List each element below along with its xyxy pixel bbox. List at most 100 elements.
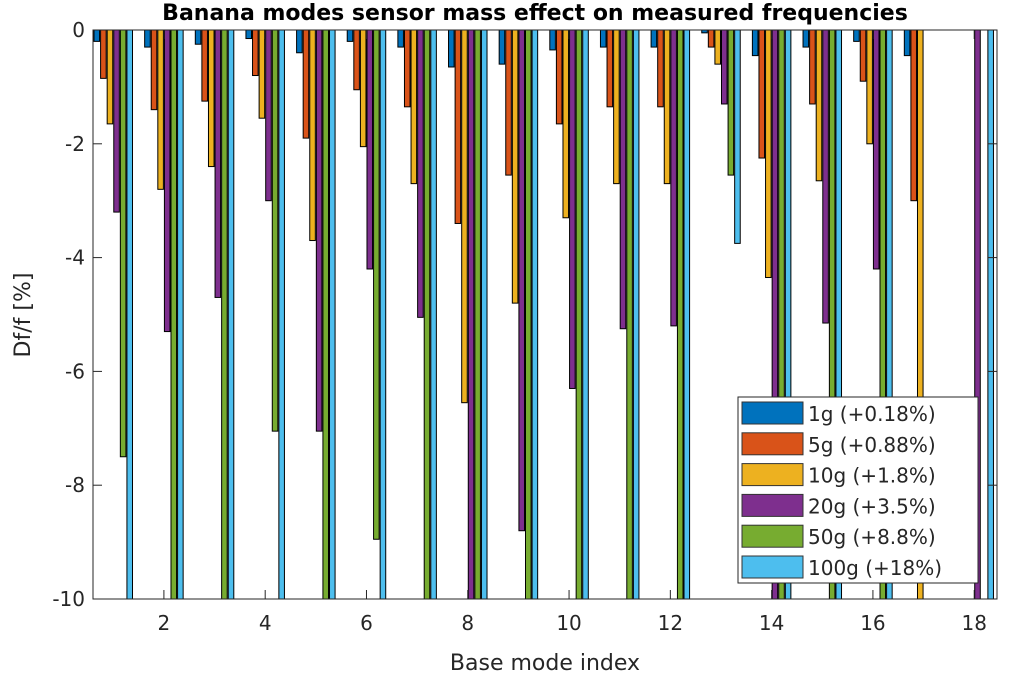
bar-5-series-2 bbox=[302, 30, 310, 139]
bar-3-series-5 bbox=[221, 30, 228, 599]
x-tick-label: 2 bbox=[158, 611, 171, 635]
bar-7-series-4 bbox=[417, 30, 424, 318]
bar-1-series-6 bbox=[126, 30, 134, 599]
legend-entry-label: 50g (+8.8%) bbox=[808, 525, 936, 549]
bar-8-series-4 bbox=[467, 30, 475, 599]
y-axis-label: Df/f [%] bbox=[11, 273, 36, 358]
x-tick-label: 6 bbox=[360, 611, 373, 635]
bar-9-series-6 bbox=[531, 30, 539, 599]
bar-1-series-2 bbox=[100, 30, 107, 79]
legend-swatch bbox=[741, 463, 804, 487]
bar-9-series-5 bbox=[525, 30, 532, 599]
bar-14-series-2 bbox=[758, 30, 766, 159]
bar-6-series-3 bbox=[359, 30, 367, 148]
bar-13-series-6 bbox=[734, 30, 741, 244]
bar-14-series-3 bbox=[765, 30, 772, 279]
bar-11-series-1 bbox=[599, 30, 607, 48]
bar-5-series-5 bbox=[322, 30, 329, 599]
bar-12-series-5 bbox=[676, 30, 684, 599]
bar-15-series-2 bbox=[809, 30, 816, 105]
bar-7-series-3 bbox=[410, 30, 418, 185]
bar-4-series-4 bbox=[265, 30, 272, 202]
legend-swatch bbox=[741, 432, 804, 456]
bar-13-series-1 bbox=[701, 30, 708, 34]
bar-17-series-2 bbox=[910, 30, 917, 202]
legend-swatch bbox=[741, 493, 804, 517]
bar-2-series-1 bbox=[144, 30, 151, 48]
y-tick-label: -4 bbox=[65, 246, 85, 270]
y-tick-label: -10 bbox=[52, 587, 85, 611]
bar-16-series-4 bbox=[872, 30, 880, 270]
bar-13-series-3 bbox=[714, 30, 721, 65]
bar-15-series-1 bbox=[802, 30, 810, 48]
bar-14-series-5 bbox=[778, 30, 785, 599]
bar-9-series-2 bbox=[505, 30, 512, 176]
legend-entry-label: 5g (+0.88%) bbox=[808, 433, 936, 457]
legend-swatch bbox=[741, 524, 804, 548]
bar-6-series-1 bbox=[346, 30, 354, 42]
bar-15-series-6 bbox=[835, 30, 843, 599]
x-tick-label: 10 bbox=[556, 611, 581, 635]
bar-1-series-1 bbox=[93, 30, 101, 42]
y-tick-label: -2 bbox=[65, 132, 85, 156]
bar-9-series-3 bbox=[511, 30, 519, 304]
x-tick-label: 16 bbox=[860, 611, 885, 635]
x-axis-label: Base mode index bbox=[450, 651, 640, 674]
bar-4-series-2 bbox=[252, 30, 259, 77]
bar-6-series-5 bbox=[373, 30, 380, 540]
bar-7-series-1 bbox=[397, 30, 404, 48]
bar-13-series-5 bbox=[727, 30, 735, 176]
bar-3-series-2 bbox=[201, 30, 208, 102]
x-tick-label: 14 bbox=[759, 611, 784, 635]
bar-1-series-4 bbox=[113, 30, 120, 213]
bar-3-series-1 bbox=[194, 30, 202, 45]
bar-9-series-4 bbox=[518, 30, 525, 532]
bar-15-series-4 bbox=[822, 30, 829, 324]
bar-8-series-5 bbox=[474, 30, 481, 599]
x-tick-label: 12 bbox=[658, 611, 683, 635]
bar-1-series-5 bbox=[119, 30, 127, 458]
bar-8-series-3 bbox=[461, 30, 468, 404]
bar-8-series-1 bbox=[448, 30, 455, 68]
bar-14-series-6 bbox=[784, 30, 792, 599]
bar-12-series-2 bbox=[657, 30, 664, 108]
bar-2-series-4 bbox=[163, 30, 171, 333]
bar-16-series-5 bbox=[879, 30, 887, 599]
legend-box bbox=[737, 396, 979, 584]
x-tick-label: 8 bbox=[461, 611, 474, 635]
bar-6-series-2 bbox=[353, 30, 360, 91]
bar-17-series-3 bbox=[916, 30, 924, 599]
bar-4-series-3 bbox=[258, 30, 266, 119]
bar-10-series-6 bbox=[582, 30, 589, 599]
bar-11-series-3 bbox=[613, 30, 620, 185]
bar-15-series-3 bbox=[815, 30, 823, 182]
bar-12-series-6 bbox=[683, 30, 691, 599]
bar-10-series-5 bbox=[575, 30, 583, 599]
bar-12-series-1 bbox=[650, 30, 658, 48]
bar-11-series-5 bbox=[626, 30, 633, 599]
bar-11-series-6 bbox=[632, 30, 640, 599]
bar-17-series-1 bbox=[903, 30, 911, 57]
bar-9-series-1 bbox=[498, 30, 506, 65]
bar-4-series-5 bbox=[271, 30, 279, 432]
bar-2-series-3 bbox=[157, 30, 164, 190]
bar-18-series-6 bbox=[987, 30, 994, 599]
bar-10-series-3 bbox=[562, 30, 570, 219]
legend-entry-label: 1g (+0.18%) bbox=[808, 402, 936, 426]
bar-13-series-4 bbox=[720, 30, 728, 105]
ticks-group: 0 -2 -4 -6 -8 -10 2 4 6 8 10 12 14 16 18 bbox=[52, 18, 997, 635]
bar-7-series-2 bbox=[403, 30, 411, 108]
bar-12-series-4 bbox=[670, 30, 677, 327]
bar-16-series-1 bbox=[853, 30, 860, 42]
bar-16-series-6 bbox=[886, 30, 893, 599]
chart-title: Banana modes sensor mass effect on measu… bbox=[162, 1, 908, 26]
bar-4-series-1 bbox=[245, 30, 253, 40]
y-tick-label: -8 bbox=[65, 473, 85, 497]
bar-2-series-5 bbox=[170, 30, 178, 599]
legend-entry-label: 10g (+1.8%) bbox=[808, 464, 936, 488]
x-tick-label: 4 bbox=[259, 611, 272, 635]
legend-entry-label: 20g (+3.5%) bbox=[808, 494, 936, 518]
legend-swatch bbox=[741, 555, 804, 579]
bar-5-series-3 bbox=[309, 30, 316, 242]
